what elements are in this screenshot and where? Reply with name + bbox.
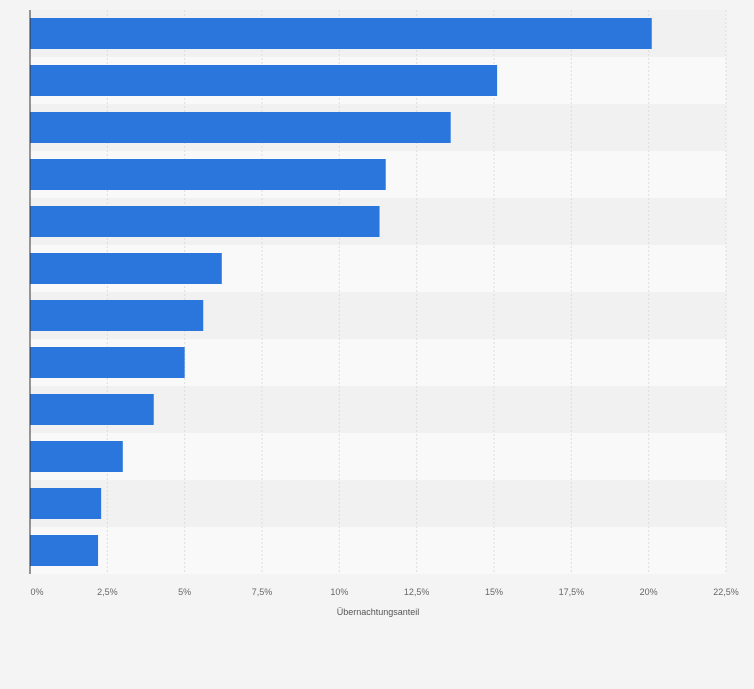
x-axis-ticks: 0% 2,5% 5% 7,5% 10% 12,5% 15% 17,5% 20% 22,5% [30,587,738,597]
x-tick-label: 22,5% [713,587,739,597]
x-tick-label: 7,5% [252,587,273,597]
x-tick-label: 5% [178,587,191,597]
bar[interactable] [30,441,123,472]
bar[interactable] [30,159,386,190]
bar[interactable] [30,253,222,284]
x-tick-label: 20% [640,587,658,597]
x-tick-label: 17,5% [559,587,585,597]
x-tick-label: 15% [485,587,503,597]
x-axis-title: Übernachtungsanteil [337,607,420,617]
bar[interactable] [30,535,99,566]
bar[interactable] [30,300,204,331]
x-tick-label: 10% [330,587,348,597]
bar[interactable] [30,347,185,378]
row-band [30,527,726,574]
bar[interactable] [30,112,451,143]
bar[interactable] [30,206,380,237]
bar[interactable] [30,394,154,425]
x-tick-label: 2,5% [97,587,118,597]
row-band [30,433,726,480]
bars [30,18,652,566]
bar[interactable] [30,488,102,519]
bar[interactable] [30,18,652,49]
row-band [30,480,726,527]
x-tick-label: 12,5% [404,587,430,597]
x-tick-label: 0% [30,587,43,597]
bar[interactable] [30,65,498,96]
